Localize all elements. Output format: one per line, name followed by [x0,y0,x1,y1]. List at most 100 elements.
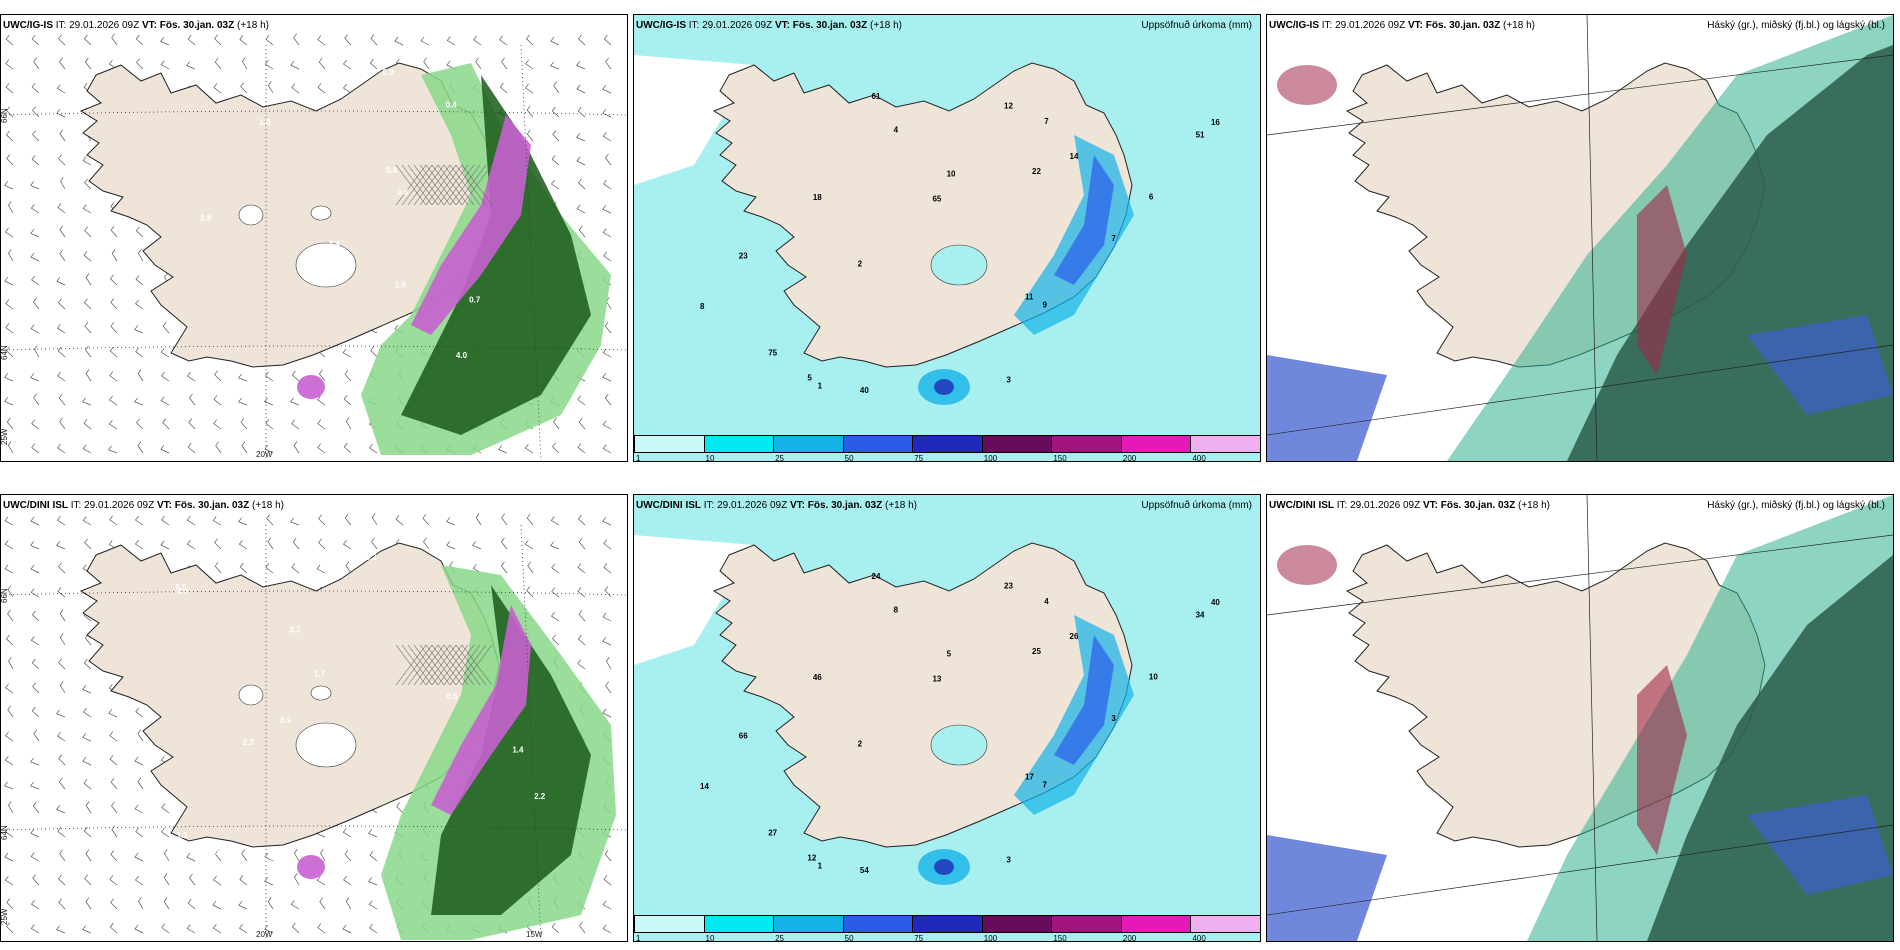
colorbar-swatch [981,435,1053,453]
precip-label: 51 [1196,130,1205,139]
wind-barb [318,538,326,550]
wind-barb [111,249,118,262]
precip-label: 16 [1211,118,1220,127]
hatch-line [431,164,463,206]
wind-barb [134,804,144,814]
wind-barb [4,181,14,190]
wind-barb [4,781,14,790]
wind-barb [7,609,14,622]
wind-barb [371,537,378,550]
wind-barb [602,517,612,526]
low-cloud-sw [1267,355,1387,461]
wind-barb [214,34,222,46]
wind-barb [344,34,352,46]
wind-barb [33,729,40,742]
wind-barb [291,83,300,94]
graticule [1267,495,1893,941]
wind-barb [603,875,612,886]
wind-barb [58,298,66,310]
iceland-landmass [712,62,1133,368]
wind-barb [30,203,40,214]
wind-barb [56,108,66,118]
wind-barb [553,417,560,430]
colorbar-swatch [912,915,983,933]
temp-label: 0.5 [175,583,187,592]
wind-barb [186,924,196,934]
wind-barb [214,57,222,70]
wind-barb [82,444,92,454]
wind-barb [84,321,92,334]
wind-barb [605,656,612,670]
panel-subtitle: Háský (gr.), miðský (fj.bl.) og lágský (… [1707,500,1885,511]
precip-label: 23 [739,252,748,261]
wind-barb [84,874,92,886]
wind-barb [422,514,430,526]
wind-barb [293,872,300,886]
wind-barb [32,106,40,118]
precip-label: 46 [813,673,822,682]
wind-barb [423,537,430,550]
precip-label: 3 [1006,376,1011,385]
wind-barb [4,564,14,574]
panel-title: UWC/IG-IS IT: 29.01.2026 09Z VT: Fös. 30… [3,20,269,31]
glacier-vatnajokull [295,242,357,288]
temp-label: 4.0 [456,351,468,360]
colorbar-tick: 10 [705,934,715,942]
wind-barb [602,205,612,214]
wind-barb [579,921,586,934]
wind-barb [111,33,118,46]
wind-barb [82,685,92,694]
mixed-precip-south [297,375,325,399]
wind-barb [134,325,144,334]
wind-barb [319,897,326,910]
precip-label: 27 [768,828,777,837]
wind-barb [160,444,170,454]
glacier-hofsjokull [310,685,332,701]
wind-barb [264,877,274,886]
wind-barb [137,248,144,262]
wind-barb [84,298,92,310]
wind-barb [85,369,92,382]
deep-cloud-core [1637,665,1687,855]
hatch-line [401,644,433,686]
wind-barb [137,369,144,382]
wind-barb [59,609,66,622]
wind-barb [578,178,586,190]
lat-66-label: 66N [1,108,9,123]
wind-barb [85,273,92,286]
hatch-line [437,644,469,686]
wind-barb [264,59,274,70]
precip-label: 24 [872,572,881,581]
wind-barb [83,251,92,262]
wind-barb [134,875,144,886]
temp-label: 5.5 [208,848,220,857]
wind-barb [160,396,170,406]
temp-label: 0.8 [386,166,398,175]
wind-barb [265,419,274,430]
deep-cloud-nw [1277,545,1337,585]
wind-barb [56,84,66,94]
wind-barb [371,513,378,526]
colorbar-tick: 100 [983,934,998,942]
wind-barb [238,539,248,550]
iceland-landmass [79,542,500,848]
wind-barb [30,852,40,862]
wind-barb [214,561,222,574]
wind-barb [318,369,326,382]
wind-barb [160,371,170,382]
wind-barb [501,513,508,526]
wind-barb [58,898,66,910]
panel-bottom-middle: UWC/DINI ISL IT: 29.01.2026 09Z VT: Fös.… [633,494,1261,942]
wind-barb [578,610,586,622]
wind-barb [109,346,118,358]
wind-barb [316,564,326,574]
wind-barb [342,924,352,934]
hatch-line [401,164,433,206]
wind-barb [342,83,352,94]
wind-barb [550,179,560,190]
wind-barb [82,204,92,214]
lon-25-label: 25W [1,428,9,445]
wind-barb [345,561,352,574]
deep-cloud-nw [1277,65,1337,105]
